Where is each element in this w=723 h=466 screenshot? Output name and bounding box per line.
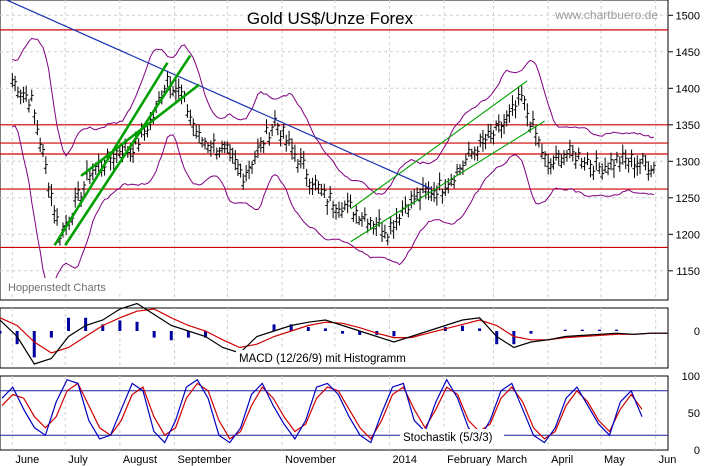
macd-label: MACD (12/26/9) mit Histogramm [239, 353, 406, 365]
uptrend-line [64, 54, 192, 246]
stochastic-tick-label: 0 [694, 445, 700, 457]
y-tick-label: 1350 [676, 120, 700, 132]
panel-frame [0, 0, 669, 301]
trendlines [5, 0, 545, 246]
y-tick-label: 1200 [676, 229, 700, 241]
chart-title: Gold US$/Unze Forex [247, 9, 414, 28]
y-tick-label: 1300 [676, 156, 700, 168]
y-tick-label: 1400 [676, 83, 700, 95]
bollinger-upper [12, 37, 655, 195]
stochastic-k-line [1, 378, 643, 444]
macd-panel [0, 302, 668, 365]
x-axis-label: Jun [659, 454, 677, 466]
x-axis-label: April [551, 454, 573, 466]
y-tick-label: 1250 [676, 193, 700, 205]
x-axis-label: September [177, 454, 231, 466]
uptrend-line [80, 83, 200, 177]
watermark: www.chartbuero.de [554, 8, 658, 22]
x-axis-labels: June July August September November 2014 Febru… [15, 454, 676, 466]
panel-frame [0, 375, 669, 451]
y-tick-label: 1500 [676, 10, 700, 22]
price-bars [10, 70, 656, 246]
stochastic-tick-label: 100 [682, 371, 700, 383]
x-axis-label: May [604, 454, 625, 466]
x-axis-label: June [15, 454, 39, 466]
resistance-lines [0, 29, 668, 249]
y-axis-ticks: 1150 1200 1250 1300 1350 1400 1450 1500 0 0 50 100 [668, 10, 700, 457]
macd-signal-line [0, 308, 668, 354]
y-tick-label: 1150 [676, 266, 700, 278]
x-axis-label: 2014 [393, 454, 417, 466]
x-axis-label: August [123, 454, 157, 466]
macd-line [0, 302, 668, 365]
stochastic-d-line [1, 382, 643, 440]
x-axis-label: November [285, 454, 336, 466]
uptrend-line [350, 120, 545, 243]
bollinger-lower [12, 125, 655, 288]
panel-frame [0, 307, 669, 369]
x-axis-label: March [497, 454, 528, 466]
stochastic-label: Stochastik (5/3/3) [403, 432, 493, 444]
uptrend-line [350, 80, 528, 210]
stochastic-panel [0, 378, 668, 444]
x-axis-label: July [68, 454, 88, 466]
bollinger-bands [12, 37, 655, 288]
macd-tick-label: 0 [694, 326, 700, 338]
downtrend-line [5, 0, 433, 190]
grid-layer [0, 0, 669, 451]
y-tick-label: 1450 [676, 47, 700, 59]
stochastic-tick-label: 50 [688, 408, 700, 420]
source-label: Hoppenstedt Charts [8, 282, 106, 294]
x-axis-label: February [447, 454, 492, 466]
